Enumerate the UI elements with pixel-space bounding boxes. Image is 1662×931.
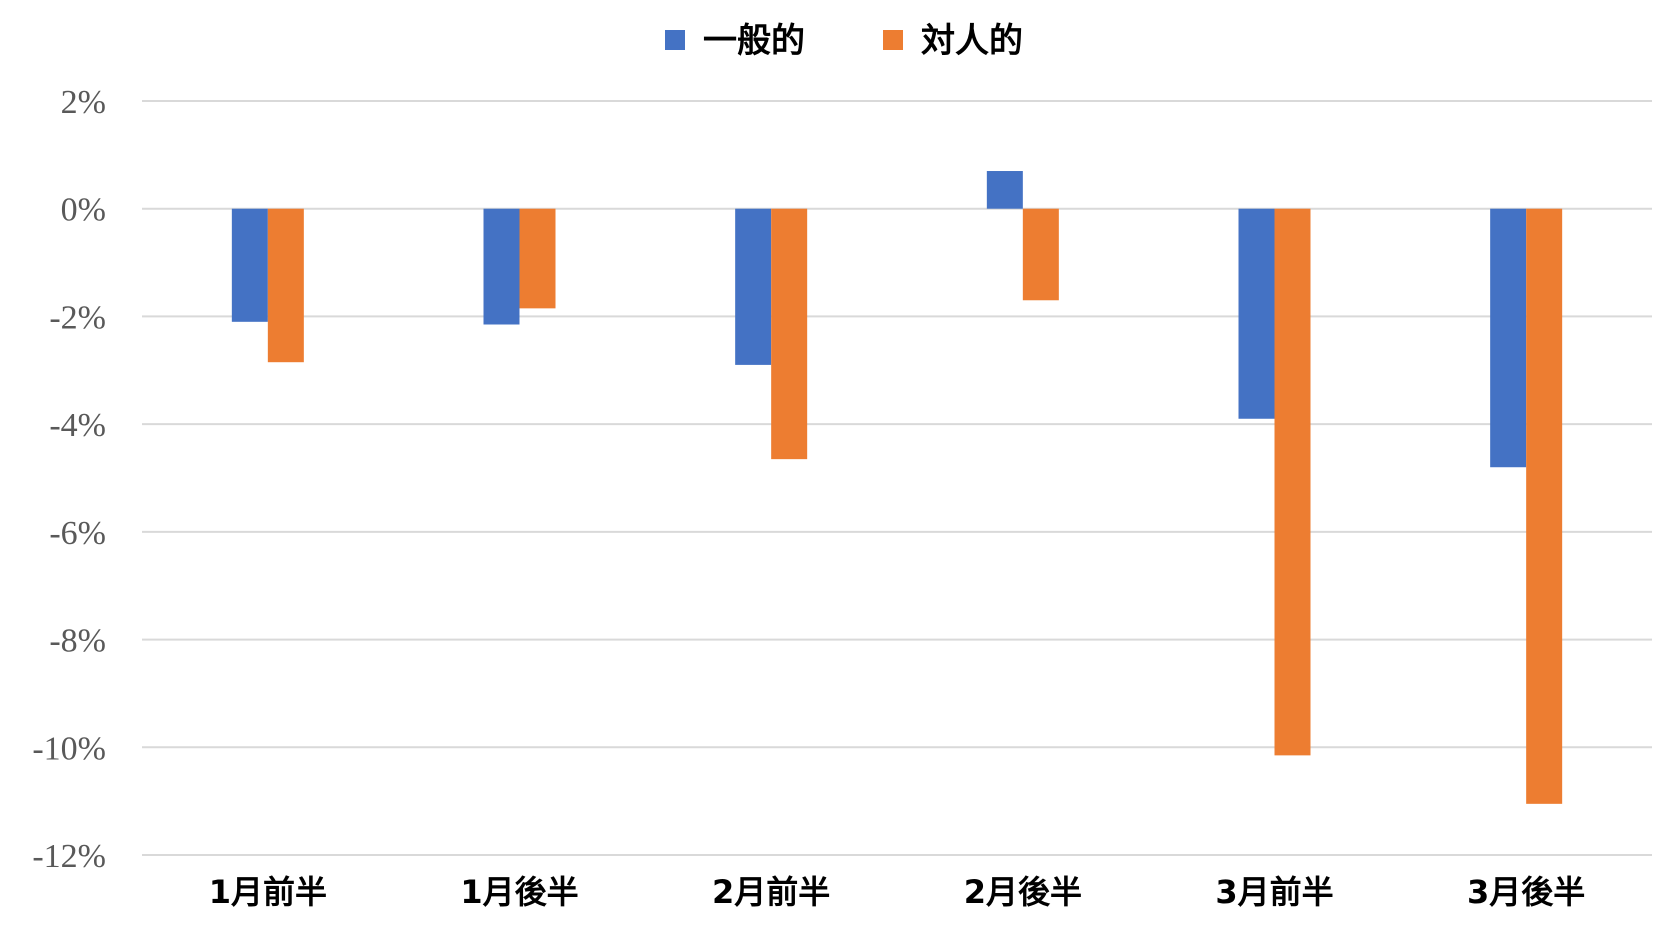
bar-general bbox=[1238, 208, 1275, 419]
gridlines bbox=[142, 100, 1652, 856]
legend-label: 対人的 bbox=[921, 21, 1023, 61]
x-tick-label: 1月後半 bbox=[460, 873, 578, 911]
x-axis-tick-labels: 1月前半 1月後半 2月前半 2月後半 3月前半 3月後半 bbox=[209, 873, 1586, 911]
x-tick-label: 2月後半 bbox=[964, 873, 1082, 911]
bar-interpersonal bbox=[1526, 208, 1563, 804]
bar-general bbox=[986, 171, 1023, 209]
y-tick-label: -8% bbox=[49, 623, 106, 660]
bar-general bbox=[483, 208, 520, 325]
y-tick-label: 0% bbox=[61, 192, 106, 229]
y-tick-label: -4% bbox=[49, 407, 106, 444]
y-tick-label: -6% bbox=[49, 515, 106, 552]
bar-general bbox=[735, 208, 772, 365]
legend-label: 一般的 bbox=[703, 21, 805, 61]
bar-interpersonal bbox=[771, 208, 808, 460]
legend-swatch bbox=[883, 30, 903, 50]
bar-general bbox=[1490, 208, 1527, 468]
y-tick-label: -10% bbox=[32, 730, 106, 767]
x-tick-label: 1月前半 bbox=[209, 873, 327, 911]
legend: 一般的 対人的 bbox=[665, 21, 1023, 61]
y-tick-label: -2% bbox=[49, 299, 106, 336]
legend-swatch bbox=[665, 30, 685, 50]
y-axis-tick-labels: 2% 0% -2% -4% -6% -8% -10% -12% bbox=[32, 84, 106, 875]
y-tick-label: 2% bbox=[61, 84, 106, 121]
bar-interpersonal bbox=[1274, 208, 1311, 756]
bars bbox=[231, 171, 1563, 804]
bar-interpersonal bbox=[267, 208, 304, 363]
x-tick-label: 3月後半 bbox=[1467, 873, 1585, 911]
x-tick-label: 2月前半 bbox=[712, 873, 830, 911]
y-tick-label: -12% bbox=[32, 838, 106, 875]
x-tick-label: 3月前半 bbox=[1215, 873, 1333, 911]
bar-interpersonal bbox=[519, 208, 556, 309]
bar-interpersonal bbox=[1022, 208, 1059, 301]
bar-general bbox=[231, 208, 268, 322]
